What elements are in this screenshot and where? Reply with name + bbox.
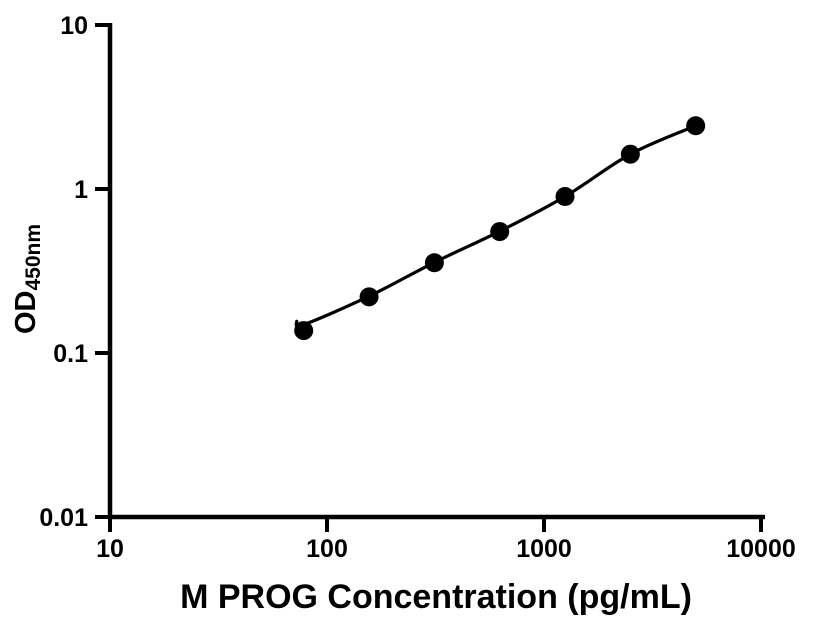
data-point-marker (359, 287, 379, 307)
y-axis-title-main: OD (10, 290, 42, 335)
data-point-marker (620, 144, 640, 164)
x-axis-title: M PROG Concentration (pg/mL) (180, 578, 692, 616)
data-point-marker (424, 253, 444, 273)
data-point-marker (294, 321, 314, 341)
data-point-marker (490, 222, 510, 242)
x-tick-label: 1000 (516, 535, 572, 563)
y-tick-label: 1 (74, 176, 88, 204)
data-point-marker (555, 187, 575, 207)
y-tick-label: 0.1 (53, 340, 88, 368)
x-tick-label: 10000 (726, 535, 796, 563)
y-axis-title-subscript: 450nm (22, 223, 45, 291)
x-tick-label: 100 (306, 535, 348, 563)
y-tick-label: 0.01 (39, 504, 88, 532)
y-axis-title: OD450nm (10, 129, 46, 429)
data-point-marker (686, 116, 706, 136)
y-tick-label: 10 (60, 12, 88, 40)
x-tick-label: 10 (96, 535, 124, 563)
